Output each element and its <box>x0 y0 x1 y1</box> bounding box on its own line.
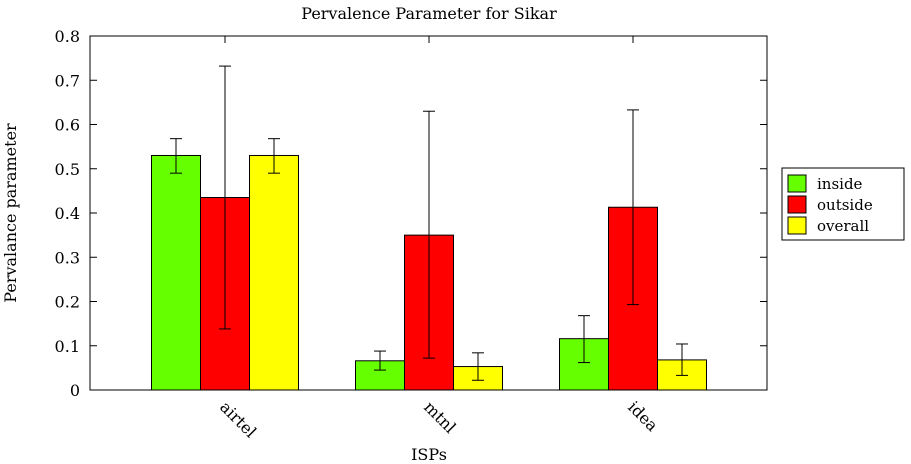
y-axis-label: Pervalance parameter <box>1 123 20 303</box>
x-tick-label-mtnl: mtnl <box>420 397 460 437</box>
legend-swatch-overall <box>787 216 807 235</box>
y-tick-label: 0.3 <box>55 248 80 267</box>
y-tick-label: 0.5 <box>55 160 80 179</box>
y-axis: 0 0.1 0.2 0.3 0.4 0.5 0.6 0.7 0.8 <box>55 27 767 400</box>
legend: inside outside overall <box>781 167 905 241</box>
y-tick-label: 0.6 <box>55 116 80 135</box>
y-tick-label: 0.2 <box>55 293 80 312</box>
legend-label-inside: inside <box>817 175 863 193</box>
bar-series <box>151 154 707 391</box>
y-tick-label: 0 <box>70 381 80 400</box>
x-tick-label-idea: idea <box>624 397 662 435</box>
x-tick-label-airtel: airtel <box>216 397 260 441</box>
legend-swatch-inside <box>787 174 807 193</box>
y-tick-label: 0.4 <box>55 204 80 223</box>
x-axis-label: ISPs <box>411 445 447 464</box>
chart-title: Pervalence Parameter for Sikar <box>301 4 557 23</box>
y-tick-label: 0.8 <box>55 27 80 46</box>
legend-swatch-outside <box>787 195 807 214</box>
y-tick-label: 0.7 <box>55 71 80 90</box>
legend-label-outside: outside <box>817 196 873 214</box>
y-tick-label: 0.1 <box>55 337 80 356</box>
error-bars <box>170 65 688 381</box>
bar-inside-airtel <box>151 154 201 391</box>
legend-label-overall: overall <box>817 217 869 235</box>
bar-overall-airtel <box>249 154 299 391</box>
